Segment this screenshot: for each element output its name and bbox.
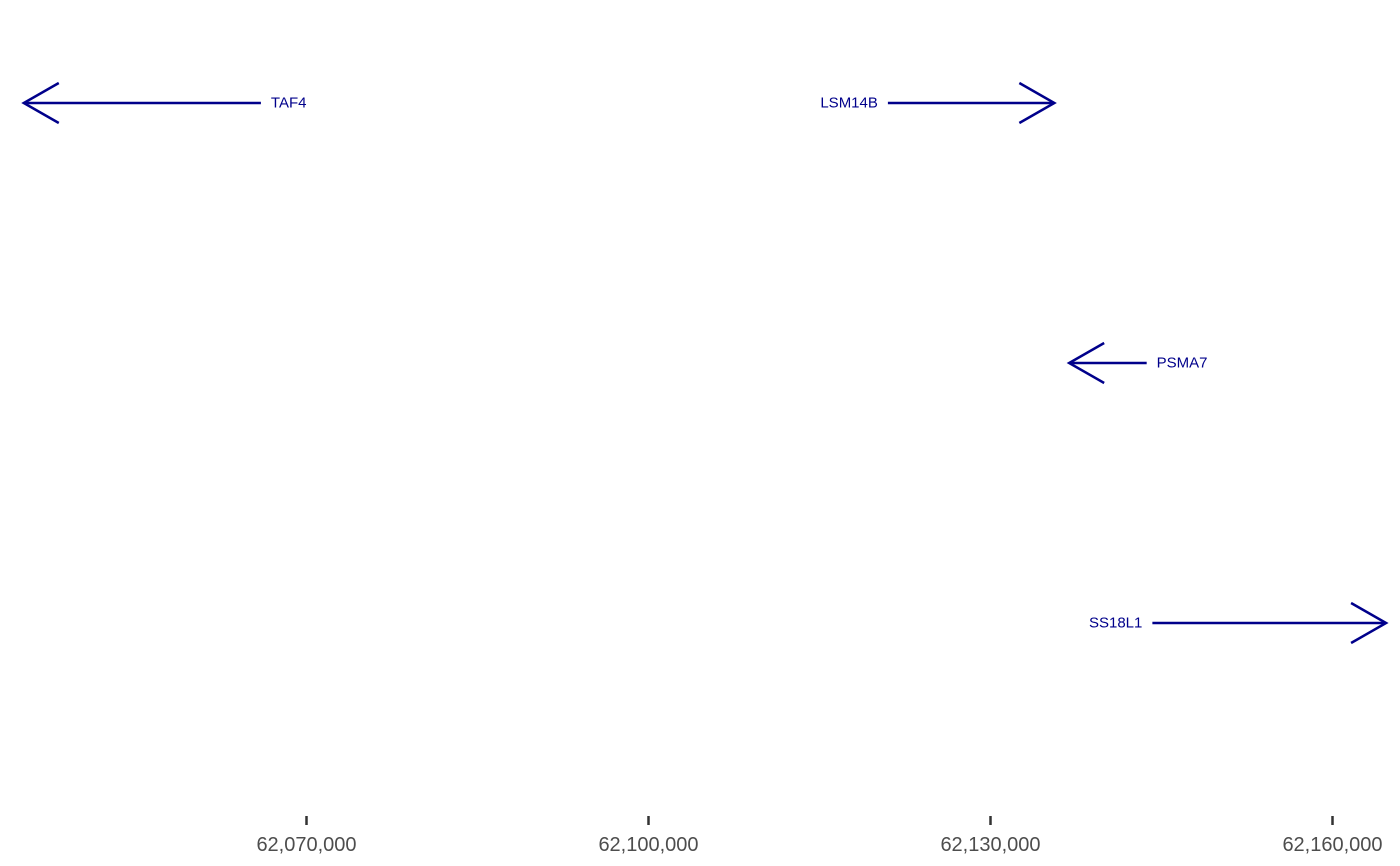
- x-axis: 62,070,000 62,100,000 62,130,000 62,160,000: [256, 816, 1383, 856]
- gene-arrowhead-ss18l1: [1350, 601, 1389, 645]
- gene-label-taf4: TAF4: [271, 95, 307, 112]
- gene-label-lsm14b: LSM14B: [820, 95, 878, 112]
- x-tick-label: 62,070,000: [256, 834, 356, 856]
- x-tick-label: 62,160,000: [1282, 834, 1382, 856]
- x-tick-label: 62,100,000: [598, 834, 698, 856]
- gene-psma7: PSMA7: [1066, 341, 1208, 385]
- gene-arrowhead-psma7: [1066, 341, 1105, 385]
- gene-label-psma7: PSMA7: [1157, 355, 1208, 372]
- gene-ss18l1: SS18L1: [1089, 601, 1389, 645]
- gene-lsm14b: LSM14B: [820, 81, 1057, 125]
- x-tick-label: 62,130,000: [940, 834, 1040, 856]
- gene-label-ss18l1: SS18L1: [1089, 615, 1142, 632]
- x-tick-2: 62,130,000: [940, 816, 1041, 856]
- gene-arrowhead-lsm14b: [1018, 81, 1057, 125]
- x-tick-1: 62,100,000: [598, 816, 699, 856]
- x-tick-3: 62,160,000: [1282, 816, 1383, 856]
- gene-taf4: TAF4: [21, 81, 307, 125]
- genes-layer: TAF4 LSM14B PSMA7 SS18L1: [21, 81, 1389, 645]
- x-tick-0: 62,070,000: [256, 816, 357, 856]
- gene-arrowhead-taf4: [21, 81, 60, 125]
